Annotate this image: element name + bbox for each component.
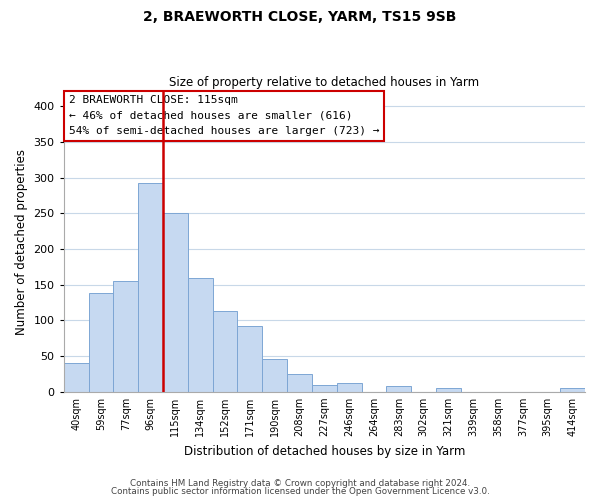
Bar [560, 388, 585, 392]
Text: Contains HM Land Registry data © Crown copyright and database right 2024.: Contains HM Land Registry data © Crown c… [130, 478, 470, 488]
X-axis label: Distribution of detached houses by size in Yarm: Distribution of detached houses by size … [184, 444, 465, 458]
Bar [262, 359, 287, 392]
Text: 2 BRAEWORTH CLOSE: 115sqm
← 46% of detached houses are smaller (616)
54% of semi: 2 BRAEWORTH CLOSE: 115sqm ← 46% of detac… [69, 95, 379, 136]
Y-axis label: Number of detached properties: Number of detached properties [15, 149, 28, 335]
Bar [64, 364, 89, 392]
Bar [163, 214, 188, 392]
Bar [312, 384, 337, 392]
Bar [212, 311, 238, 392]
Bar [138, 184, 163, 392]
Bar [436, 388, 461, 392]
Bar [89, 292, 113, 392]
Bar [386, 386, 411, 392]
Bar [238, 326, 262, 392]
Bar [113, 281, 138, 392]
Text: Contains public sector information licensed under the Open Government Licence v3: Contains public sector information licen… [110, 487, 490, 496]
Bar [188, 278, 212, 392]
Title: Size of property relative to detached houses in Yarm: Size of property relative to detached ho… [169, 76, 479, 90]
Bar [287, 374, 312, 392]
Text: 2, BRAEWORTH CLOSE, YARM, TS15 9SB: 2, BRAEWORTH CLOSE, YARM, TS15 9SB [143, 10, 457, 24]
Bar [337, 382, 362, 392]
